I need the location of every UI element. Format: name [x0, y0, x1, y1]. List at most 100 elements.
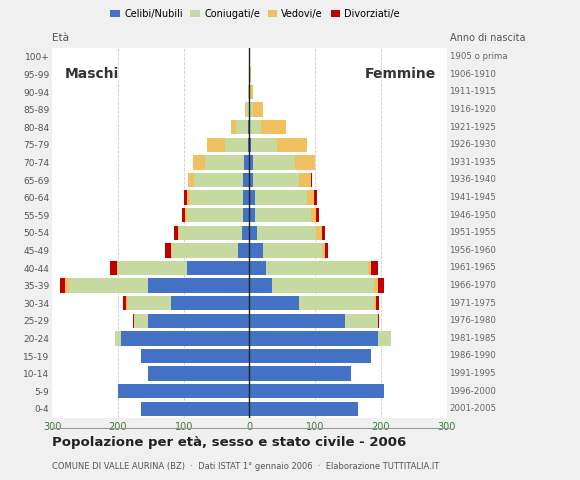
Bar — [310, 173, 312, 187]
Bar — [187, 191, 190, 205]
Bar — [172, 243, 238, 258]
Bar — [249, 67, 251, 82]
Bar — [249, 278, 273, 293]
Bar — [179, 226, 241, 240]
Text: Anno di nascita: Anno di nascita — [450, 33, 525, 43]
Bar — [378, 313, 379, 328]
Bar — [60, 278, 66, 293]
Bar — [245, 102, 246, 117]
Bar — [115, 331, 121, 346]
Bar — [243, 208, 249, 222]
Bar — [68, 278, 147, 293]
Bar — [236, 120, 248, 134]
Bar — [249, 261, 266, 275]
Text: Maschi: Maschi — [64, 67, 119, 82]
Bar — [376, 296, 379, 311]
Bar — [249, 331, 378, 346]
Text: 1976-1980: 1976-1980 — [450, 316, 496, 325]
Bar — [121, 331, 249, 346]
Text: Popolazione per età, sesso e stato civile - 2006: Popolazione per età, sesso e stato civil… — [52, 436, 407, 449]
Bar — [184, 191, 187, 205]
Bar — [126, 296, 128, 311]
Bar — [316, 208, 319, 222]
Text: 1916-1920: 1916-1920 — [450, 105, 496, 114]
Bar — [378, 331, 391, 346]
Bar — [322, 243, 325, 258]
Bar — [248, 120, 249, 134]
Bar — [295, 155, 315, 169]
Bar — [261, 120, 286, 134]
Text: 1941-1945: 1941-1945 — [450, 193, 496, 202]
Text: 1946-1950: 1946-1950 — [450, 211, 496, 220]
Text: 1921-1925: 1921-1925 — [450, 123, 496, 132]
Bar — [135, 313, 147, 328]
Bar — [255, 191, 307, 205]
Bar — [66, 278, 68, 293]
Text: 1956-1960: 1956-1960 — [450, 246, 496, 255]
Bar — [110, 261, 117, 275]
Bar — [258, 226, 317, 240]
Bar — [251, 138, 277, 152]
Bar — [123, 296, 126, 311]
Bar — [263, 243, 322, 258]
Bar — [244, 155, 249, 169]
Bar — [374, 296, 376, 311]
Bar — [182, 208, 185, 222]
Bar — [147, 278, 249, 293]
Bar — [249, 138, 251, 152]
Text: 1966-1970: 1966-1970 — [450, 281, 496, 290]
Text: 1936-1940: 1936-1940 — [450, 176, 496, 184]
Text: 1986-1990: 1986-1990 — [450, 351, 496, 360]
Bar — [273, 278, 374, 293]
Text: 1931-1935: 1931-1935 — [450, 158, 496, 167]
Bar — [188, 173, 194, 187]
Bar — [249, 208, 255, 222]
Bar — [325, 243, 328, 258]
Bar — [277, 138, 307, 152]
Text: 1906-1910: 1906-1910 — [450, 70, 496, 79]
Bar — [249, 226, 258, 240]
Bar — [299, 296, 374, 311]
Bar — [249, 191, 255, 205]
Bar — [249, 120, 261, 134]
Text: 1951-1955: 1951-1955 — [450, 228, 496, 237]
Bar — [253, 173, 299, 187]
Text: 2001-2005: 2001-2005 — [450, 404, 496, 413]
Bar — [249, 173, 253, 187]
Bar — [243, 173, 249, 187]
Text: Età: Età — [52, 33, 69, 43]
Bar — [249, 366, 351, 381]
Bar — [171, 243, 172, 258]
Text: 1961-1965: 1961-1965 — [450, 264, 496, 273]
Bar — [374, 278, 378, 293]
Bar — [177, 226, 179, 240]
Text: 1911-1915: 1911-1915 — [450, 87, 496, 96]
Text: 1991-1995: 1991-1995 — [450, 369, 496, 378]
Bar — [225, 138, 248, 152]
Bar — [299, 173, 310, 187]
Bar — [317, 226, 322, 240]
Bar — [248, 85, 249, 99]
Bar — [322, 226, 325, 240]
Bar — [147, 313, 249, 328]
Bar — [165, 243, 171, 258]
Bar — [141, 349, 249, 363]
Bar — [133, 313, 135, 328]
Bar — [185, 208, 187, 222]
Bar — [249, 243, 263, 258]
Bar — [266, 261, 368, 275]
Bar — [249, 102, 253, 117]
Bar — [147, 366, 249, 381]
Bar — [249, 402, 358, 416]
Bar — [249, 384, 384, 398]
Bar — [345, 313, 378, 328]
Bar — [205, 155, 244, 169]
Bar — [253, 155, 295, 169]
Bar — [206, 138, 225, 152]
Bar — [141, 402, 249, 416]
Bar — [187, 261, 249, 275]
Bar — [118, 261, 187, 275]
Bar — [175, 226, 177, 240]
Text: 1971-1975: 1971-1975 — [450, 299, 496, 308]
Bar — [249, 296, 299, 311]
